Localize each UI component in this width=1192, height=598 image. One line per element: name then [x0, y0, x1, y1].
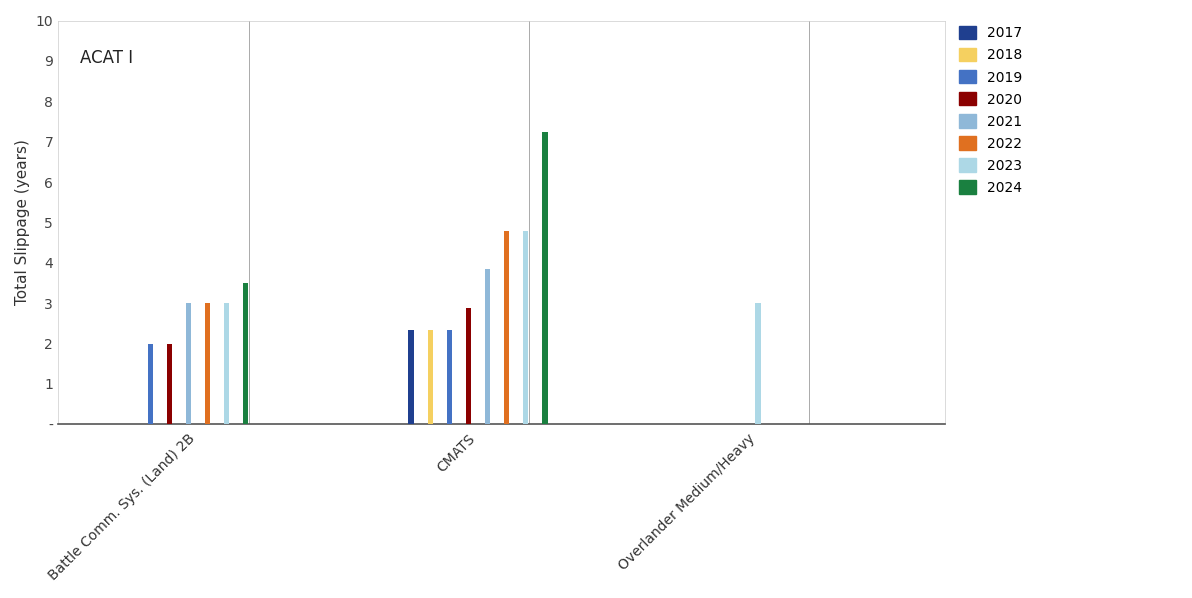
Bar — [409, 330, 414, 425]
Bar — [756, 303, 760, 425]
Bar — [542, 132, 547, 425]
Bar — [428, 330, 433, 425]
Bar — [243, 283, 248, 425]
Bar — [504, 230, 509, 425]
Bar — [148, 344, 153, 425]
Legend: 2017, 2018, 2019, 2020, 2021, 2022, 2023, 2024: 2017, 2018, 2019, 2020, 2021, 2022, 2023… — [954, 20, 1028, 200]
Bar — [205, 303, 210, 425]
Bar — [186, 303, 191, 425]
Bar — [523, 230, 528, 425]
Bar — [447, 330, 452, 425]
Bar — [466, 308, 471, 425]
Text: ACAT I: ACAT I — [80, 49, 134, 67]
Y-axis label: Total Slippage (years): Total Slippage (years) — [15, 139, 30, 306]
Bar — [224, 303, 229, 425]
Bar — [485, 269, 490, 425]
Bar — [167, 344, 172, 425]
